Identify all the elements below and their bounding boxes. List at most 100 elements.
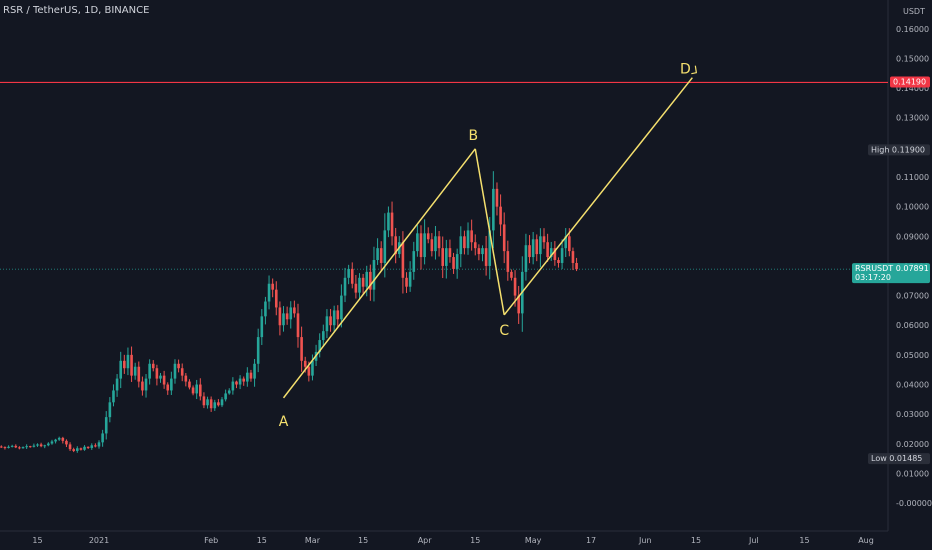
candle-body	[481, 248, 484, 255]
pattern-d-hook-icon	[691, 65, 698, 75]
candle-body	[3, 447, 7, 449]
candle-body	[325, 316, 329, 332]
candle-body	[332, 310, 336, 326]
candle-body	[390, 212, 394, 237]
candle-body	[365, 271, 369, 287]
candle-body	[39, 444, 43, 447]
pattern-leg[interactable]	[503, 77, 693, 316]
candle-body	[296, 313, 300, 338]
candle-body	[383, 230, 387, 263]
y-tick-label: 0.04000	[896, 381, 929, 390]
candle-body	[361, 277, 365, 287]
candle-body	[235, 381, 238, 385]
candle-body	[289, 307, 293, 320]
candle-body	[260, 316, 264, 338]
candle-body	[177, 363, 180, 369]
y-tick-label: 0.05000	[896, 351, 929, 360]
candle-body	[195, 384, 198, 394]
candle-body	[318, 340, 321, 352]
candle-body	[104, 417, 108, 434]
candle-body	[79, 448, 83, 450]
x-tick-label: May	[525, 536, 542, 545]
pattern-point-d: D	[680, 62, 691, 78]
candle-body	[455, 254, 459, 269]
pattern-point-b: B	[468, 128, 478, 144]
candle-body	[264, 301, 267, 317]
candle-body	[25, 446, 28, 448]
candle-body	[564, 236, 568, 249]
candle-body	[249, 372, 253, 379]
candle-body	[513, 277, 517, 296]
candle-body	[86, 446, 90, 448]
candle-body	[466, 230, 470, 249]
candle-body	[94, 445, 97, 447]
candle-body	[358, 277, 361, 293]
y-tick-label: 0.07000	[896, 292, 929, 301]
candle-body	[246, 372, 249, 382]
candle-body	[217, 402, 220, 406]
y-tick-label: 0.06000	[896, 321, 929, 330]
candle-body	[130, 354, 133, 376]
x-tick-label: Aug	[858, 536, 874, 545]
candle-body	[72, 449, 75, 451]
candle-body	[293, 307, 296, 314]
candle-body	[231, 381, 235, 391]
x-tick-label: 15	[470, 536, 480, 545]
candle-body	[484, 248, 488, 266]
candle-body	[510, 271, 513, 278]
candle-body	[50, 441, 54, 444]
candle-body	[166, 384, 170, 391]
candle-body	[553, 248, 557, 261]
candle-body	[162, 375, 166, 385]
candle-body	[557, 260, 560, 263]
candle-body	[278, 307, 282, 326]
candle-body	[463, 236, 466, 249]
candle-body	[256, 337, 260, 364]
x-tick-label: 2021	[89, 536, 109, 545]
candle-body	[274, 289, 278, 308]
candle-body	[238, 378, 242, 385]
candle-body	[568, 236, 571, 252]
candle-body	[470, 230, 473, 243]
candle-body	[191, 387, 195, 394]
candle-body	[549, 248, 553, 258]
candle-body	[151, 363, 155, 369]
candle-body	[303, 360, 307, 367]
candle-body	[531, 239, 535, 258]
pattern-leg[interactable]	[282, 148, 476, 399]
candle-body	[83, 446, 86, 450]
candle-body	[43, 445, 47, 447]
candle-body	[227, 390, 231, 394]
candle-body	[123, 360, 126, 369]
currency-label: USDT	[903, 7, 925, 16]
y-tick-label: 0.11000	[896, 173, 929, 182]
candle-body	[546, 242, 549, 258]
y-tick-label: 0.02000	[896, 440, 929, 449]
candle-body	[101, 433, 104, 443]
x-tick-label: 15	[257, 536, 267, 545]
candle-body	[115, 378, 119, 391]
candle-body	[488, 230, 492, 266]
candle-body	[506, 251, 510, 272]
pattern-leg[interactable]	[474, 148, 505, 315]
candle-body	[141, 381, 144, 391]
candle-body	[405, 277, 408, 287]
y-tick-label: 0.10000	[896, 203, 929, 212]
candle-body	[434, 236, 437, 252]
x-tick-label: 15	[691, 536, 701, 545]
candle-body	[524, 245, 528, 272]
candle-body	[184, 375, 188, 382]
candle-body	[224, 393, 227, 400]
candle-body	[560, 248, 564, 263]
candle-body	[148, 363, 151, 379]
x-tick-label: 15	[358, 536, 368, 545]
candle-body	[18, 447, 21, 449]
candle-body	[170, 378, 173, 391]
candle-body	[61, 437, 65, 441]
candle-body	[213, 402, 217, 409]
candle-body	[133, 366, 137, 376]
candle-body	[459, 236, 463, 255]
candle-body	[502, 224, 506, 252]
candle-body	[350, 268, 354, 284]
